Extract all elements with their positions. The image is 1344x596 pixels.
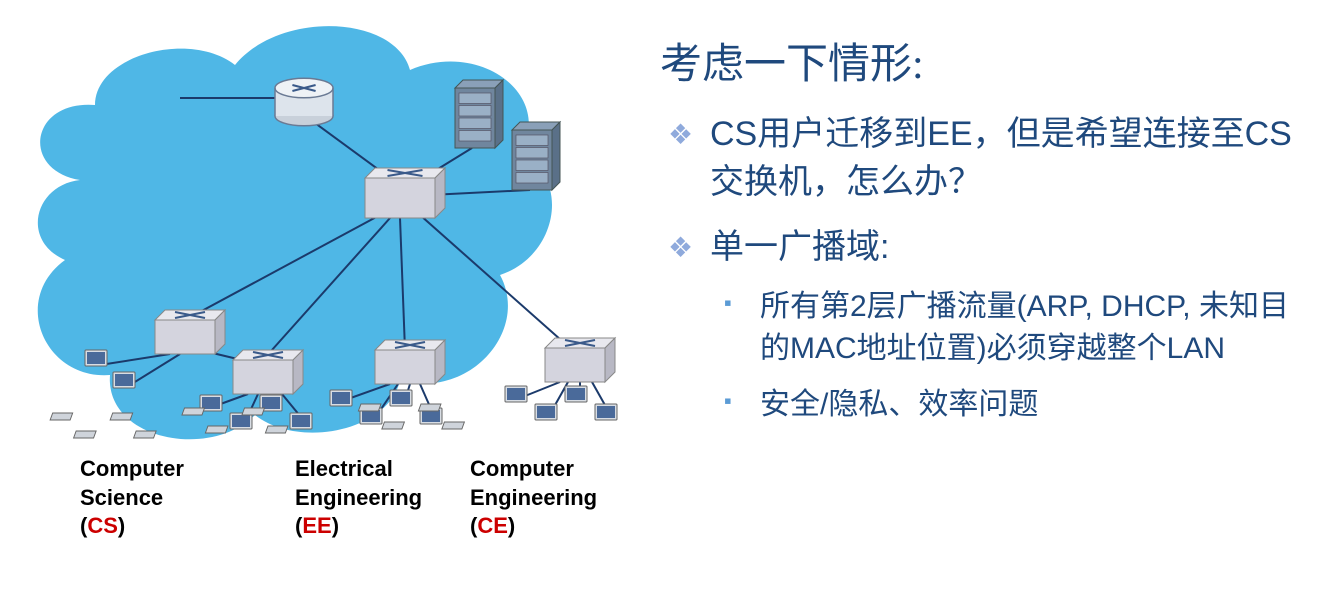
dept-label-cs: ComputerScience(CS) [80,455,184,541]
dept-name-line: Engineering [470,484,597,513]
switch-icon [545,338,615,382]
dept-name-line: Engineering [295,484,422,513]
bullet-item: CS用户迁移到EE，但是希望连接至CS交换机，怎么办？ [660,111,1314,206]
server-icon [455,80,503,148]
dept-name-line: Computer [80,455,184,484]
bullet-item: 单一广播域: 所有第2层广播流量(ARP, DHCP, 未知目的MAC地址位置)必… [660,224,1314,426]
switch-icon [155,310,225,354]
network-diagram: ComputerScience(CS)ElectricalEngineering… [0,0,620,596]
core-switch-icon [365,168,445,218]
dept-label-ce: ComputerEngineering(CE) [470,455,597,541]
switch-icon [375,340,445,384]
sub-item: 所有第2层广播流量(ARP, DHCP, 未知目的MAC地址位置)必须穿越整个L… [710,286,1314,370]
sub-item: 安全/隐私、效率问题 [710,384,1314,426]
dept-name-line: Science [80,484,184,513]
dept-abbr-line: (CS) [80,512,184,541]
dept-abbr: CE [477,513,508,538]
bullet-text: CS用户迁移到EE，但是希望连接至CS交换机，怎么办？ [710,115,1292,201]
router-icon [275,78,333,126]
sub-list: 所有第2层广播流量(ARP, DHCP, 未知目的MAC地址位置)必须穿越整个L… [710,286,1314,426]
dept-label-ee: ElectricalEngineering(EE) [295,455,422,541]
dept-abbr: EE [302,513,331,538]
dept-abbr-line: (EE) [295,512,422,541]
dept-name-line: Computer [470,455,597,484]
pc-icon [418,386,587,411]
server-icon [512,122,560,190]
text-panel: 考虑一下情形: CS用户迁移到EE，但是希望连接至CS交换机，怎么办？ 单一广播域… [620,0,1344,596]
pc-icon [382,404,557,429]
bullet-list: CS用户迁移到EE，但是希望连接至CS交换机，怎么办？ 单一广播域: 所有第2层广播… [660,111,1314,426]
dept-abbr: CS [87,513,118,538]
heading: 考虑一下情形: [660,30,1314,91]
bullet-text: 单一广播域: [710,228,889,266]
pc-icon [442,404,617,429]
dept-name-line: Electrical [295,455,422,484]
dept-abbr-line: (CE) [470,512,597,541]
switch-icon [233,350,303,394]
